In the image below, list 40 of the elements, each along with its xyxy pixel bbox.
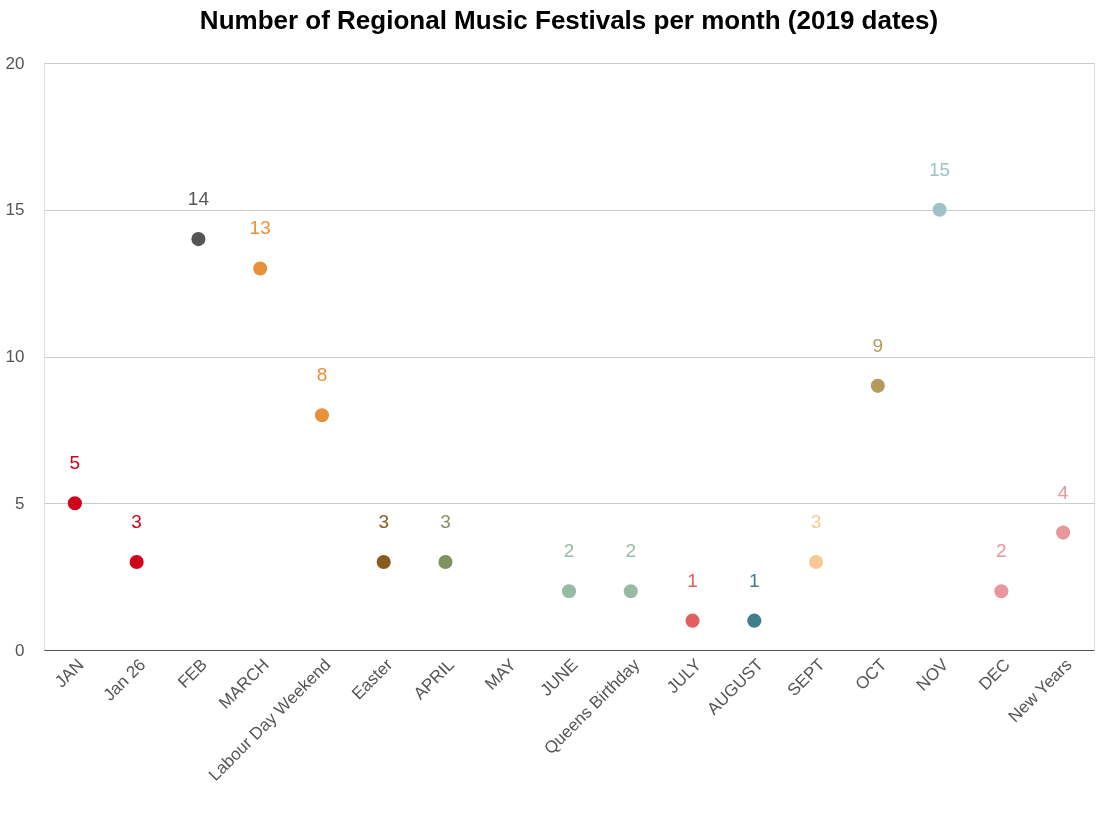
point: [1056, 525, 1071, 540]
data-label: 3: [440, 510, 451, 532]
data-label: 2: [625, 540, 637, 562]
point: [376, 554, 391, 570]
y-tick-label: 15: [5, 200, 25, 220]
data-label: 9: [872, 334, 884, 356]
point: [191, 232, 206, 247]
point: [129, 554, 144, 570]
y-tick-label: 5: [15, 493, 25, 513]
data-label: 3: [810, 510, 822, 532]
data-label: 2: [996, 540, 1007, 562]
point: [994, 584, 1009, 599]
data-label: 1: [749, 569, 760, 591]
y-tick-label: 0: [15, 640, 25, 660]
x-tick-label: FEB: [174, 655, 211, 692]
data-label: 15: [929, 158, 951, 180]
data-label: 3: [378, 510, 389, 532]
data-label: 2: [563, 540, 575, 562]
data-label: 5: [69, 452, 81, 474]
point: [314, 408, 330, 423]
point: [747, 613, 762, 628]
point: [253, 261, 268, 276]
data-label: 1: [687, 569, 698, 591]
data-label: 13: [249, 217, 271, 239]
point: [932, 202, 947, 217]
data-label: 4: [1057, 481, 1069, 503]
point: [623, 584, 638, 599]
data-label: 8: [316, 364, 328, 386]
data-label: 3: [131, 510, 142, 532]
y-tick-label: 20: [5, 53, 25, 73]
point: [67, 496, 82, 511]
point: [685, 613, 700, 628]
data-label: 14: [187, 188, 210, 210]
chart-title: Number of Regional Music Festivals per month (2019 dates): [199, 5, 939, 35]
y-tick-label: 10: [5, 347, 25, 366]
point: [808, 554, 824, 570]
x-tick-label: Jan 26: [99, 655, 150, 705]
point: [870, 378, 885, 393]
point: [561, 584, 577, 599]
point: [438, 554, 453, 570]
